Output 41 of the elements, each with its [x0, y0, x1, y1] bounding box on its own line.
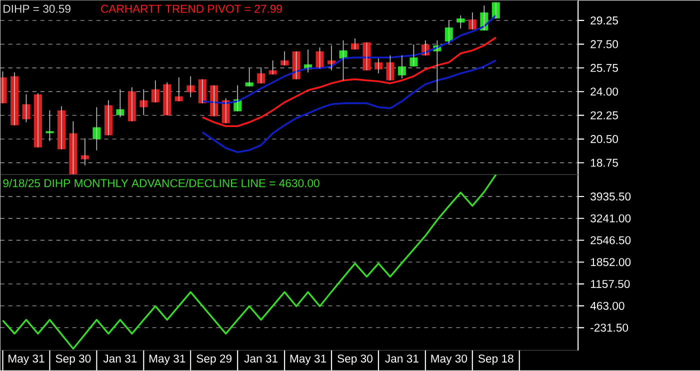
- x-tick-label: May 31: [8, 354, 44, 365]
- y-tick-label: 18.75: [590, 158, 618, 167]
- x-tick-label: May 31: [290, 354, 326, 365]
- x-tick-label: Sep 30: [56, 354, 91, 365]
- line-series: [2, 174, 497, 350]
- y-tick-label: 25.75: [590, 64, 618, 72]
- x-tick-label: Sep 29: [196, 354, 232, 365]
- candlestick: [268, 60, 277, 75]
- candlestick: [456, 15, 465, 29]
- y-tick-label: 22.25: [590, 111, 618, 120]
- x-tick-label: May 30: [431, 354, 468, 365]
- y-tick-label: 27.50: [590, 40, 618, 48]
- text: 9/18/25 DIHP MONTHLY ADVANCE/DECLINE LINE = 4630.00: [3, 178, 320, 188]
- y-tick-label: 1852.00: [590, 258, 631, 266]
- candlestick: [245, 68, 254, 87]
- y-tick-label: 29.25: [590, 16, 618, 25]
- x-tick-label: Sep 18: [478, 354, 514, 365]
- candlestick: [386, 55, 394, 81]
- candlestick: [69, 120, 78, 175]
- text: CARHARTT TREND PIVOT = 27.99: [101, 4, 282, 13]
- x-tick-label: May 31: [149, 354, 186, 365]
- candlestick: [280, 51, 289, 66]
- x-tick-label: Jan 31: [103, 354, 137, 363]
- y-tick-label: 2546.50: [590, 236, 631, 244]
- candlestick: [116, 88, 124, 118]
- y-tick-label: 1157.50: [590, 280, 630, 288]
- x-tick-label: Sep 30: [338, 354, 372, 365]
- y-tick-label: -231.50: [590, 324, 628, 332]
- y-tick-label: 3935.50: [590, 192, 631, 201]
- candlestick: [410, 44, 418, 67]
- y-tick-label: 24.00: [590, 88, 618, 96]
- candlestick: [22, 94, 30, 123]
- y-tick-label: 3241.00: [590, 214, 631, 222]
- candlestick: [46, 110, 54, 142]
- y-tick-label: 463.00: [590, 302, 624, 310]
- y-tick-label: 20.50: [590, 135, 618, 144]
- line-series: [201, 36, 497, 128]
- x-tick-label: Jan 31: [385, 354, 418, 363]
- x-tick-label: Jan 31: [244, 354, 278, 363]
- candlestick: [92, 106, 101, 151]
- chart-title: DIHP = 30.59: [4, 4, 70, 13]
